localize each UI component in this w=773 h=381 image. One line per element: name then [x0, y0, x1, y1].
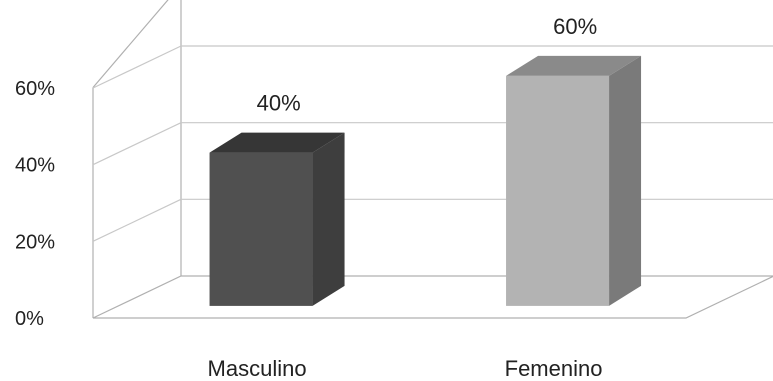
data-label: 40%: [257, 91, 301, 116]
bar-top-face: [209, 132, 345, 153]
category-label: Femenino: [505, 356, 603, 381]
left-wall-top-edge: [92, 0, 169, 88]
bar-side-face: [609, 55, 642, 306]
bar-femenino: [506, 55, 642, 306]
bar-masculino: [209, 132, 345, 306]
y-axis-ticks: 0% 20% 40% 60%: [15, 78, 55, 330]
gridline-wall-1: [92, 198, 182, 242]
bar-side-face: [312, 132, 345, 306]
chart-walls: [92, 0, 773, 319]
y-tick-label: 60%: [15, 78, 55, 100]
y-tick-label: 20%: [15, 231, 55, 253]
y-tick-label: 40%: [15, 155, 55, 177]
x-axis-categories: Masculino Femenino: [208, 356, 603, 381]
floor-outline: [92, 275, 773, 319]
y-tick-label: 0%: [15, 308, 44, 330]
bar-top-face: [506, 55, 642, 76]
gridline-wall-3: [92, 45, 182, 89]
gridline-wall-2: [92, 122, 182, 166]
data-label: 60%: [553, 14, 597, 39]
bar-front-face: [506, 75, 610, 306]
gridlines: [92, 45, 773, 242]
bars: [209, 55, 642, 306]
bar-front-face: [209, 152, 313, 306]
data-labels: 40% 60%: [257, 14, 598, 116]
category-label: Masculino: [208, 356, 307, 381]
